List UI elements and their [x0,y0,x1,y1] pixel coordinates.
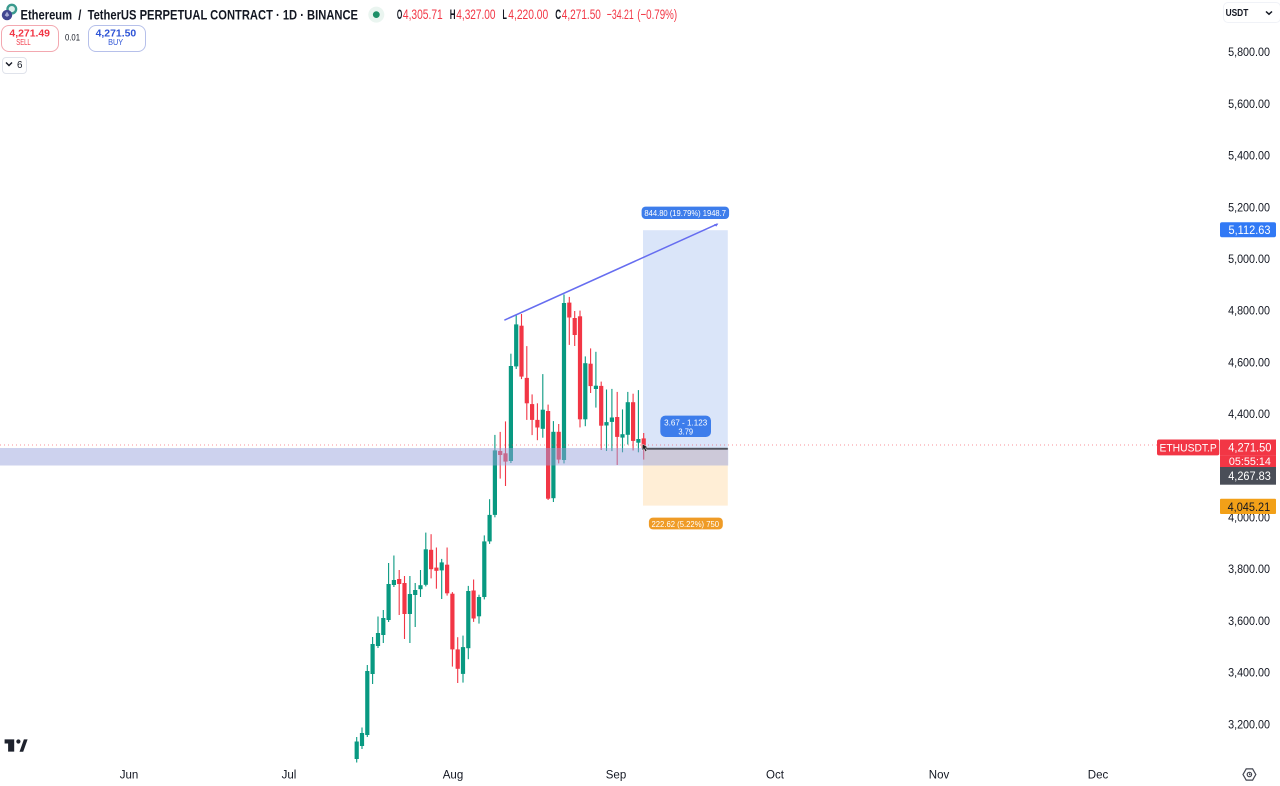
svg-text:SELL: SELL [16,37,31,47]
svg-text:4,000.00: 4,000.00 [1228,513,1270,525]
svg-text:3.67 - 1.123: 3.67 - 1.123 [664,418,707,428]
svg-text:4,400.00: 4,400.00 [1228,409,1270,421]
svg-text:0.01: 0.01 [65,33,80,43]
svg-text:5,800.00: 5,800.00 [1228,47,1270,59]
svg-text:Nov: Nov [929,770,950,782]
svg-text:222.62 (5.22%) 750: 222.62 (5.22%) 750 [652,519,720,529]
svg-text:BUY: BUY [108,37,123,47]
svg-text:Ethereum / TetherUS PERPETUA: Ethereum / TetherUS PERPETUAL CONTRACT ·… [21,6,359,22]
svg-text:4,045.21: 4,045.21 [1228,502,1271,514]
svg-text:C: C [555,6,561,22]
svg-text:5,400.00: 5,400.00 [1228,151,1270,163]
svg-text:4,327.00: 4,327.00 [456,6,495,22]
svg-text:4,305.71: 4,305.71 [403,6,443,22]
svg-text:3,800.00: 3,800.00 [1228,564,1270,576]
svg-text:6: 6 [17,60,23,71]
svg-text:3,200.00: 3,200.00 [1228,719,1270,731]
svg-text:O: O [397,6,402,22]
svg-text:4,220.00: 4,220.00 [508,6,548,22]
svg-text:4,271.50: 4,271.50 [562,6,601,22]
svg-text:H: H [450,6,456,22]
svg-text:5,112.63: 5,112.63 [1229,225,1271,237]
svg-text:ETHUSDT.P: ETHUSDT.P [1160,442,1217,454]
svg-text:Dec: Dec [1088,770,1109,782]
svg-text:4,271.50: 4,271.50 [96,28,137,40]
svg-text:4,600.00: 4,600.00 [1228,357,1270,369]
svg-text:Sep: Sep [606,770,626,782]
svg-text:Oct: Oct [766,770,785,782]
svg-text:4,271.49: 4,271.49 [9,28,50,40]
svg-text:3,600.00: 3,600.00 [1228,616,1270,628]
svg-text:4,800.00: 4,800.00 [1228,306,1270,318]
svg-text:5,000.00: 5,000.00 [1228,254,1270,266]
svg-text:3.79: 3.79 [678,427,693,437]
svg-text:(−0.79%): (−0.79%) [637,6,677,22]
svg-text:05:55:14: 05:55:14 [1229,456,1271,468]
svg-text:4,267.83: 4,267.83 [1228,471,1271,483]
svg-text:L: L [503,6,508,22]
svg-text:Jul: Jul [282,770,297,782]
svg-text:Aug: Aug [443,770,463,782]
svg-text:−34.21: −34.21 [607,6,634,22]
svg-text:4,271.50: 4,271.50 [1228,443,1271,455]
svg-text:5,200.00: 5,200.00 [1228,202,1270,214]
svg-text:Jun: Jun [120,770,139,782]
svg-text:5,600.00: 5,600.00 [1228,99,1270,111]
svg-text:USDT: USDT [1226,7,1249,19]
svg-text:3,400.00: 3,400.00 [1228,668,1270,680]
svg-text:844.80 (19.79%) 1948.7: 844.80 (19.79%) 1948.7 [644,208,726,218]
